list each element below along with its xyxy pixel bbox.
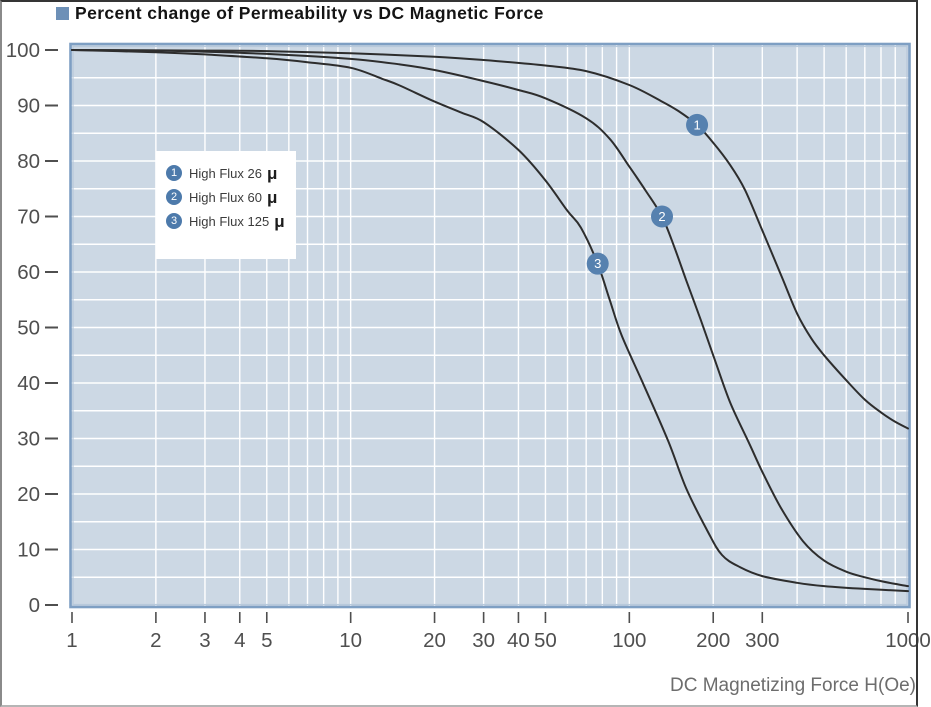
y-tick-label: 30 [17,428,40,451]
mu-symbol: μ [274,211,285,231]
x-tick-label: 10 [339,629,362,652]
gridlines [71,45,909,606]
y-tick-label: 0 [29,594,40,617]
y-tick-label: 20 [17,483,40,506]
x-tick-label: 3 [199,629,210,652]
x-tick-label: 1 [66,629,77,652]
y-tick-label: 80 [17,150,40,173]
mu-symbol: μ [266,163,278,183]
y-tick-label: 60 [17,261,40,284]
plot-border-inner [72,45,908,606]
legend-label: High Flux 125 [189,213,270,229]
x-tick-label: 4 [234,629,245,652]
x-tick-label: 100 [612,629,646,652]
x-axis-ticks: 1 2 3 4 5 10 20 30 40 50 100 200 300 1000 [66,612,931,652]
svg-text:2: 2 [658,209,665,224]
svg-text:3: 3 [594,256,601,271]
legend-item-1: 1 High Flux 26 μ [166,161,296,185]
legend-item-3: 3 High Flux 125 μ [166,209,296,233]
x-tick-label: 40 [507,629,530,652]
legend-label: High Flux 60 [189,189,262,205]
chart-title-row: Percent change of Permeability vs DC Mag… [56,3,544,24]
x-tick-label: 200 [696,629,730,652]
x-tick-label: 2 [150,629,161,652]
title-bullet-square-icon [56,7,69,20]
chart-title: Percent change of Permeability vs DC Mag… [75,3,544,23]
y-tick-label: 50 [17,317,40,340]
plot-area [70,44,910,607]
x-tick-label: 1000 [885,629,931,652]
legend-label: High Flux 26 [189,165,262,181]
y-tick-label: 40 [17,372,40,395]
y-tick-label: 100 [6,39,40,62]
plot-border [69,42,911,609]
curve-high-flux-1 [71,49,909,430]
y-tick-label: 90 [17,95,40,118]
legend-number-badge: 2 [166,189,182,205]
curve-marker-2: 2 [651,205,674,228]
curve-marker-1: 1 [686,113,709,136]
x-tick-label: 20 [423,629,446,652]
legend-number-badge: 3 [166,213,182,229]
mu-symbol: μ [266,187,278,207]
curve-marker-3: 3 [586,252,609,275]
x-axis-title: DC Magnetizing Force H(Oe) [670,675,916,696]
legend-box: 1 High Flux 26 μ 2 High Flux 60 μ 3 High Flux 1… [156,151,296,259]
x-tick-label: 300 [745,629,779,652]
svg-text:1: 1 [693,117,700,132]
curve-high-flux-3 [71,49,909,593]
x-tick-label: 30 [472,629,495,652]
x-tick-label: 50 [534,629,557,652]
x-tick-label: 5 [261,629,272,652]
legend-number-badge: 1 [166,165,182,181]
y-tick-label: 70 [17,206,40,229]
legend-item-2: 2 High Flux 60 μ [166,185,296,209]
y-tick-label: 10 [17,539,40,562]
